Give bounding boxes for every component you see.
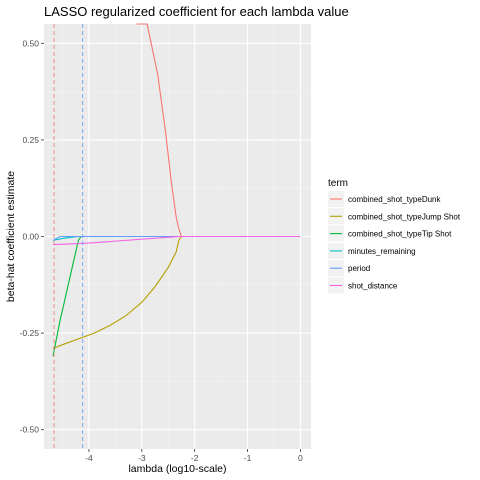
series-line-shot-distance (52, 235, 301, 246)
y-tick-label: -0.25 (20, 328, 40, 338)
x-tick-label: -1 (244, 453, 252, 463)
x-tick-label: 0 (298, 453, 303, 463)
x-tick-label: -3 (138, 453, 146, 463)
y-tick-label: 0.00 (22, 232, 39, 242)
series-layer (52, 23, 301, 357)
legend-label: combined_shot_typeTip Shot (348, 230, 452, 239)
legend-label: shot_distance (348, 282, 398, 291)
legend-label: combined_shot_typeJump Shot (348, 212, 461, 221)
y-tick-label: 0.50 (22, 38, 39, 48)
legend-title: term (328, 178, 348, 189)
reference-lines (53, 24, 84, 449)
legend-label: combined_shot_typeDunk (348, 195, 442, 204)
y-tick-label: -0.50 (20, 425, 40, 435)
chart-title: LASSO regularized coefficient for each l… (44, 4, 349, 19)
legend-label: period (348, 264, 370, 273)
y-tick-label: 0.25 (22, 135, 39, 145)
y-axis-ticks: -0.50 -0.25 0.00 0.25 0.50 (20, 38, 44, 435)
x-axis-ticks: -4 -3 -2 -1 0 (85, 449, 303, 463)
y-axis-title: beta-hat coefficient estimate (5, 171, 17, 302)
legend-label: minutes_remaining (348, 247, 416, 256)
x-axis-title: lambda (log10-scale) (128, 463, 226, 475)
x-tick-label: -4 (85, 453, 93, 463)
legend-items: combined_shot_typeDunk combined_shot_type… (328, 191, 461, 294)
legend: term combined_shot_typeDunkcombined_shot… (328, 178, 461, 294)
x-tick-label: -2 (191, 453, 199, 463)
